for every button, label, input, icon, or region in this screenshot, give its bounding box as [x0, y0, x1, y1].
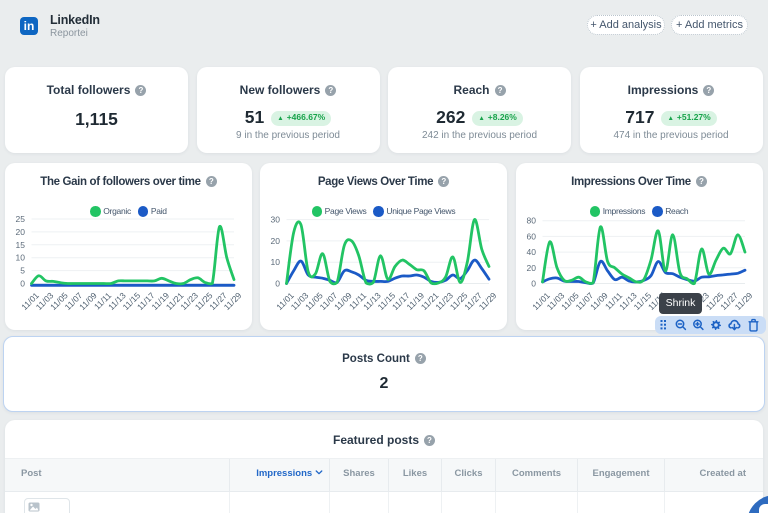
svg-text:40: 40	[526, 247, 536, 257]
svg-text:10: 10	[271, 257, 281, 267]
svg-text:20: 20	[16, 227, 26, 237]
svg-text:0: 0	[531, 279, 536, 289]
svg-text:20: 20	[271, 236, 281, 246]
svg-text:15: 15	[16, 240, 26, 250]
svg-text:0: 0	[20, 279, 25, 289]
svg-text:5: 5	[20, 266, 25, 276]
svg-text:80: 80	[526, 216, 536, 226]
svg-text:0: 0	[275, 279, 280, 289]
svg-text:11/29: 11/29	[222, 290, 244, 312]
svg-text:30: 30	[271, 215, 281, 225]
svg-text:20: 20	[526, 263, 536, 273]
svg-text:11/29: 11/29	[732, 290, 754, 312]
svg-text:10: 10	[16, 253, 26, 263]
svg-text:60: 60	[526, 231, 536, 241]
svg-text:11/29: 11/29	[477, 290, 499, 312]
svg-text:25: 25	[16, 215, 26, 224]
